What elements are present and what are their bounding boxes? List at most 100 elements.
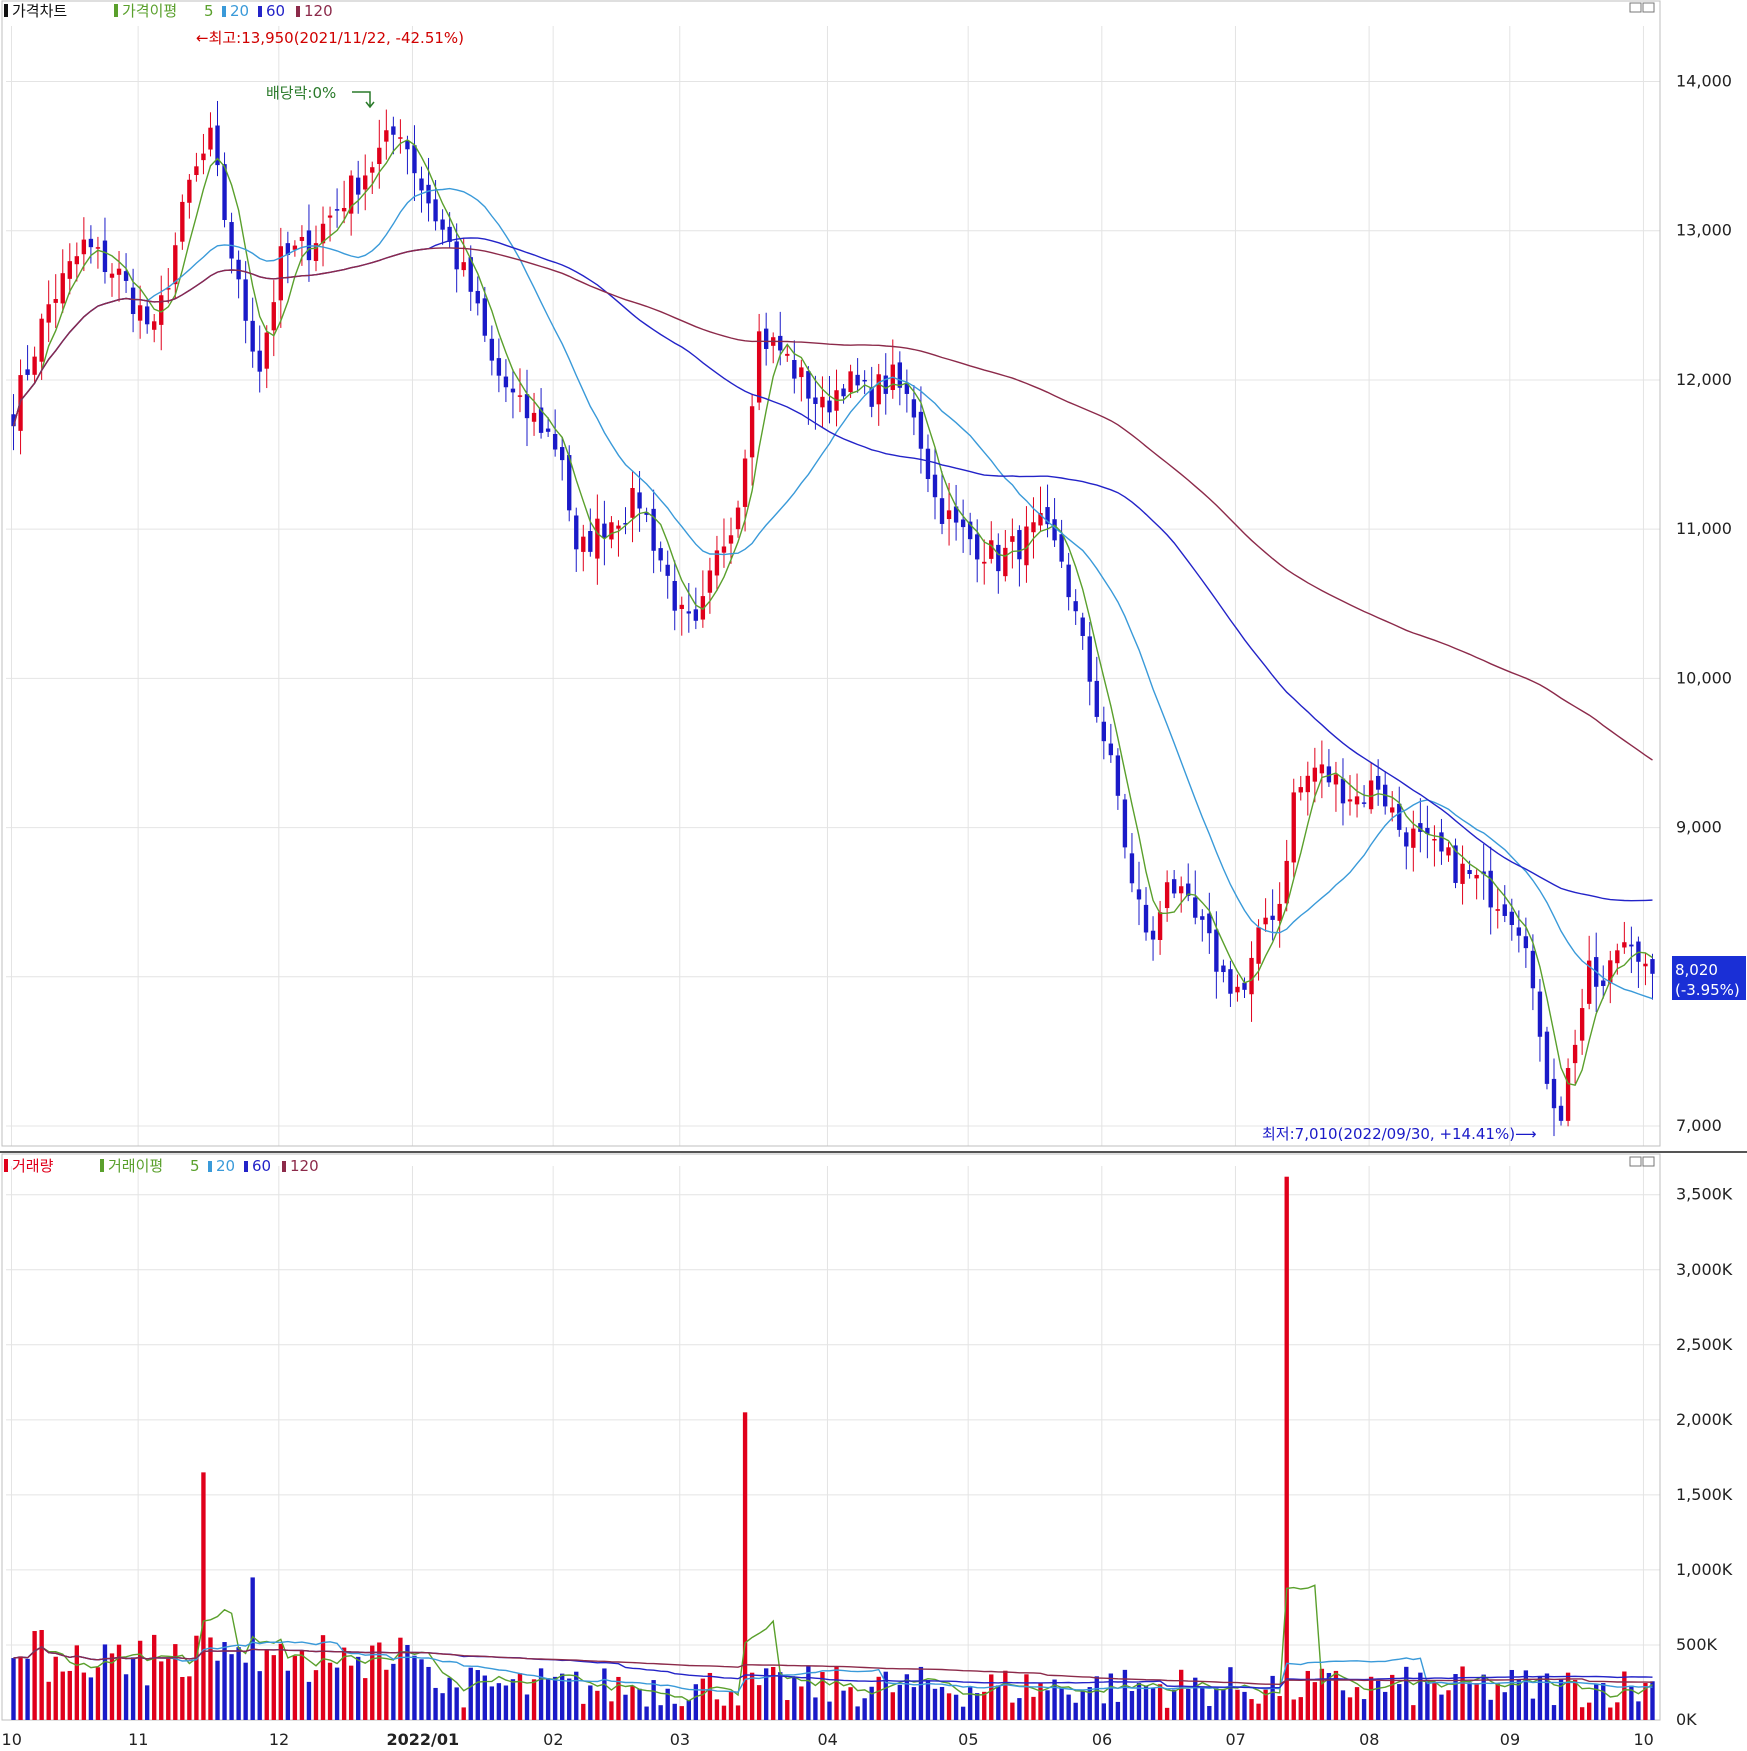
volume-bar bbox=[658, 1705, 663, 1720]
volume-bar bbox=[1017, 1698, 1022, 1720]
volume-bar bbox=[1474, 1683, 1479, 1720]
volume-bar bbox=[771, 1666, 776, 1720]
volume-bar bbox=[384, 1669, 389, 1720]
volume-bar bbox=[1080, 1691, 1085, 1720]
candle-down bbox=[475, 290, 480, 304]
volume-bar bbox=[440, 1693, 445, 1720]
candle-down bbox=[1122, 799, 1128, 848]
volume-bar bbox=[545, 1678, 551, 1720]
volume-bar bbox=[616, 1676, 621, 1720]
candle-up bbox=[1164, 882, 1170, 909]
candle-down bbox=[1439, 832, 1444, 852]
volume-bar bbox=[975, 1693, 980, 1720]
candle-down bbox=[1544, 1031, 1550, 1084]
volume-bar bbox=[1263, 1689, 1268, 1720]
candle-down bbox=[623, 523, 628, 525]
high-annotation: ←최고:13,950(2021/11/22, -42.51%) bbox=[196, 29, 464, 47]
candle-down bbox=[1502, 904, 1507, 916]
volume-bar bbox=[1024, 1674, 1029, 1720]
volume-bar bbox=[609, 1701, 614, 1720]
candle-up bbox=[799, 367, 804, 378]
candle-down bbox=[1207, 913, 1212, 934]
candle-down bbox=[1221, 965, 1226, 973]
candle-up bbox=[848, 371, 853, 393]
minimize-icon[interactable] bbox=[1629, 1156, 1642, 1167]
candle-down bbox=[1509, 911, 1514, 925]
volume-bar bbox=[735, 1705, 741, 1720]
candle-down bbox=[1601, 980, 1606, 987]
candle-up bbox=[1024, 526, 1029, 566]
volume-bar bbox=[109, 1653, 115, 1720]
volume-bar bbox=[377, 1642, 382, 1720]
price-ma5-line bbox=[12, 139, 1653, 1087]
candle-down bbox=[904, 383, 910, 394]
candle-down bbox=[229, 222, 234, 259]
volume-bar bbox=[862, 1698, 867, 1720]
candle-down bbox=[144, 306, 150, 325]
volume-bar bbox=[538, 1668, 544, 1720]
candle-down bbox=[447, 226, 452, 242]
price-pane-controls[interactable] bbox=[1629, 2, 1655, 13]
volume-bar bbox=[1256, 1703, 1261, 1720]
candle-up bbox=[721, 546, 727, 553]
candle-down bbox=[996, 544, 1001, 572]
volume-y-tick: 1,000K bbox=[1676, 1560, 1733, 1579]
candle-up bbox=[166, 287, 171, 290]
close-icon[interactable] bbox=[1642, 2, 1655, 13]
volume-bar bbox=[1347, 1697, 1353, 1720]
volume-bar bbox=[693, 1684, 699, 1720]
volume-pane-controls[interactable] bbox=[1629, 1156, 1655, 1167]
volume-bar bbox=[447, 1677, 452, 1720]
candle-up bbox=[32, 356, 37, 375]
candle-down bbox=[468, 257, 473, 292]
volume-bar bbox=[1235, 1689, 1240, 1720]
candle-up bbox=[1003, 547, 1008, 577]
volume-bar bbox=[1467, 1682, 1472, 1720]
volume-bar bbox=[595, 1690, 600, 1720]
candle-down bbox=[1087, 636, 1092, 682]
candle-up bbox=[320, 223, 326, 244]
candle-down bbox=[552, 433, 558, 450]
candle-up bbox=[313, 243, 319, 261]
candle-down bbox=[1629, 944, 1634, 947]
candle-down bbox=[250, 320, 255, 352]
candle-up bbox=[81, 239, 87, 255]
candle-down bbox=[1453, 845, 1458, 883]
volume-bar bbox=[707, 1672, 713, 1720]
candle-down bbox=[855, 374, 860, 386]
candle-up bbox=[46, 304, 51, 323]
candle-down bbox=[440, 219, 445, 230]
candle-up bbox=[67, 261, 72, 279]
candle-up bbox=[60, 273, 65, 304]
volume-bar bbox=[806, 1666, 811, 1720]
candle-up bbox=[1319, 764, 1325, 774]
candle-down bbox=[637, 492, 642, 509]
candle-up bbox=[1179, 886, 1184, 894]
volume-bar bbox=[883, 1671, 888, 1720]
volume-bar bbox=[1586, 1702, 1592, 1720]
volume-bar bbox=[391, 1663, 396, 1720]
volume-bar bbox=[433, 1687, 438, 1720]
price-y-tick: 12,000 bbox=[1676, 370, 1732, 389]
candle-up bbox=[1157, 912, 1163, 940]
volume-bar bbox=[412, 1655, 417, 1720]
candle-down bbox=[25, 369, 30, 375]
candle-up bbox=[1586, 960, 1592, 1004]
candle-up bbox=[1432, 838, 1437, 841]
volume-bar bbox=[18, 1656, 23, 1720]
volume-bar bbox=[1031, 1696, 1036, 1720]
candle-up bbox=[292, 245, 298, 250]
candle-down bbox=[911, 399, 917, 418]
candle-up bbox=[609, 522, 614, 540]
candle-down bbox=[1017, 530, 1022, 560]
price-legend: 가격차트 가격이평 5 20 60 120 bbox=[4, 2, 333, 20]
x-tick-label: 10 bbox=[1633, 1730, 1653, 1749]
candle-down bbox=[524, 394, 530, 419]
volume-bar bbox=[960, 1706, 966, 1720]
volume-bar bbox=[370, 1645, 375, 1720]
volume-bar bbox=[1509, 1669, 1514, 1720]
candle-down bbox=[1270, 915, 1275, 920]
minimize-icon[interactable] bbox=[1629, 2, 1642, 13]
volume-bar bbox=[1404, 1666, 1409, 1720]
close-icon[interactable] bbox=[1642, 1156, 1655, 1167]
